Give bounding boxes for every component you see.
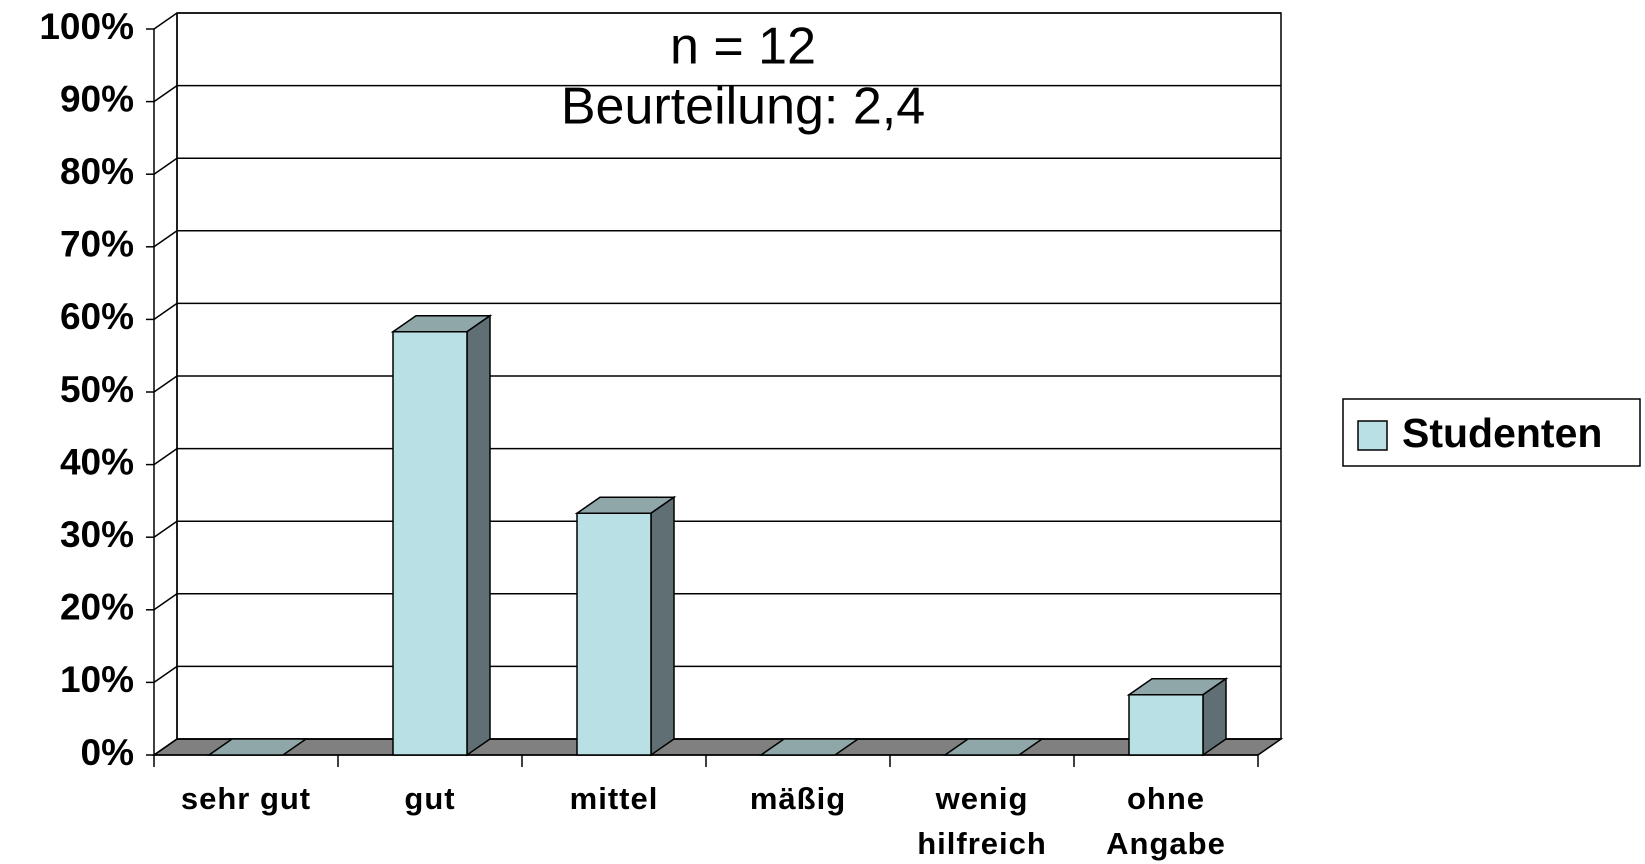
y-tick-label: 80% (60, 151, 134, 192)
grid-line-side (153, 230, 178, 248)
grid-line-side (153, 375, 178, 393)
bar (758, 738, 861, 756)
grid-line-side (153, 12, 178, 30)
x-tick-label: wenig hilfreich (917, 781, 1047, 861)
bar (390, 314, 493, 757)
annotation: Beurteilung: 2,4 (561, 78, 925, 136)
y-tick-label: 90% (60, 78, 134, 119)
grid-line-side (153, 84, 178, 103)
bar-front (1128, 693, 1204, 756)
x-tick-label: mäßig (749, 781, 847, 816)
y-tick-label: 100% (39, 6, 134, 47)
y-tick-label: 40% (60, 441, 134, 482)
y-tick-label: 10% (60, 659, 134, 700)
y-tick-label: 20% (60, 587, 134, 628)
legend-box (1342, 398, 1641, 467)
annotation: n = 12 (670, 18, 816, 76)
bar (1126, 677, 1229, 757)
grid-line-side (153, 302, 178, 321)
y-tick-label: 70% (60, 224, 134, 265)
x-tick-label: sehr gut (180, 781, 312, 816)
y-tick-label: 50% (60, 369, 134, 410)
bar-top (206, 738, 309, 756)
bar (574, 495, 677, 757)
legend-swatch (1357, 420, 1388, 451)
x-tick-label: ohne Angabe (1106, 781, 1226, 861)
y-tick-label: 30% (60, 514, 134, 555)
bar (942, 738, 1045, 756)
bar-side (650, 495, 675, 757)
grid-line-side (153, 157, 178, 175)
bar-front (576, 512, 652, 756)
x-tick-label: gut (404, 781, 456, 816)
y-tick-label: 0% (81, 732, 134, 773)
grid-line-side (153, 738, 178, 756)
bar-top (942, 738, 1045, 756)
legend-label: Studenten (1402, 410, 1602, 456)
bar (206, 738, 309, 756)
grid-line-side (153, 520, 178, 538)
bar-top (758, 738, 861, 756)
y-tick-label: 60% (60, 296, 134, 337)
floor (151, 738, 1284, 756)
grid-line-side (153, 593, 178, 611)
bar-side (466, 314, 491, 757)
grid-line-side (153, 665, 178, 684)
grid-line-side (153, 447, 178, 466)
x-tick-label: mittel (569, 781, 659, 816)
bar-front (392, 330, 468, 756)
